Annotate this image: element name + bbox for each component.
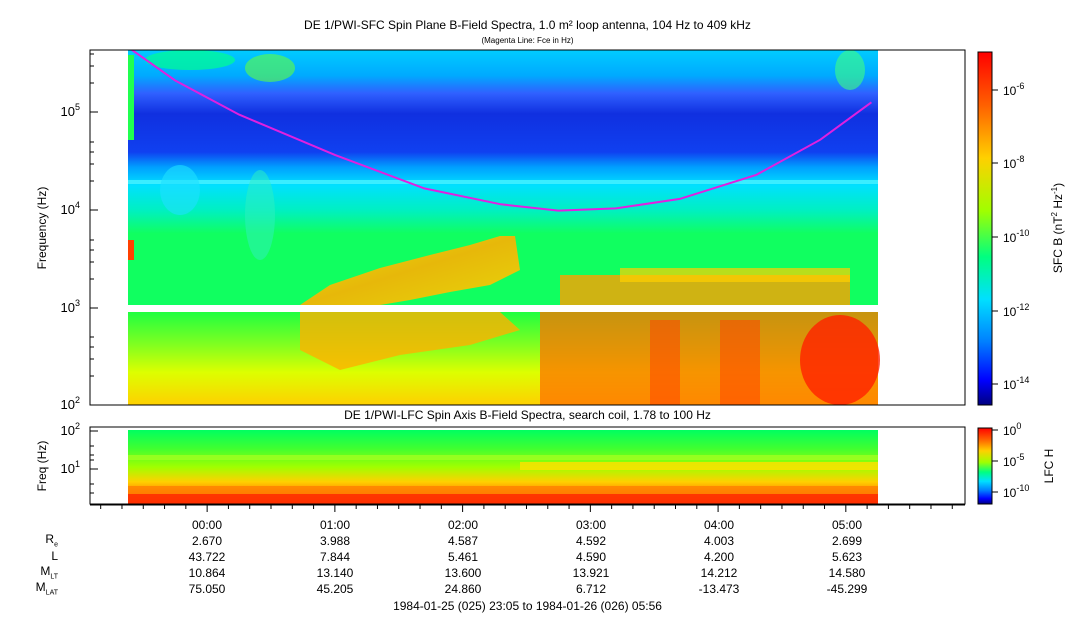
sfc-colorbar-tick: 10-14 (1003, 375, 1029, 392)
re-value: 4.587 (447, 534, 479, 548)
bottom-ytick-label: 101 (61, 459, 80, 476)
row-label-l: L (51, 549, 58, 563)
re-value: 2.699 (831, 534, 863, 548)
top-panel-title: DE 1/PWI-SFC Spin Plane B-Field Spectra,… (304, 18, 751, 32)
date-range: 1984-01-25 (025) 23:05 to 1984-01-26 (02… (393, 599, 662, 613)
mlat-value: 75.050 (188, 582, 226, 596)
mlt-value: 10.864 (188, 566, 226, 580)
lfc-colorbar-tick: 100 (1003, 421, 1021, 438)
mlat-value: 24.860 (444, 582, 482, 596)
top-ylabel: Frequency (Hz) (35, 187, 49, 270)
re-value: 2.670 (191, 534, 223, 548)
time-label: 04:00 (703, 518, 735, 532)
lfc-spectrogram-image (128, 430, 878, 504)
sfc-colorbar-tick: 10-6 (1003, 81, 1024, 98)
top-ytick-label: 102 (61, 395, 80, 412)
mlt-value: 14.212 (700, 566, 738, 580)
mlat-value: 6.712 (575, 582, 607, 596)
mlt-value: 13.140 (316, 566, 354, 580)
time-label: 01:00 (319, 518, 351, 532)
row-label-mlat: MLAT (35, 580, 58, 597)
sfc-colorbar-tick: 10-12 (1003, 302, 1029, 319)
lfc-colorbar-tick: 10-5 (1003, 452, 1024, 469)
lfc-colorbar (977, 427, 993, 505)
sfc-colorbar-tick: 10-10 (1003, 228, 1029, 245)
mlt-value: 14.580 (828, 566, 866, 580)
fce-line (130, 50, 872, 212)
l-value: 5.461 (447, 550, 479, 564)
time-label-row: 00:00 01:00 02:00 03:00 04:00 05:00 (0, 518, 1083, 534)
time-label: 03:00 (575, 518, 607, 532)
sfc-colorbar-tick: 10-8 (1003, 154, 1024, 171)
mlat-value: -45.299 (826, 582, 868, 596)
lfc-colorbar-label: LFC H (1042, 449, 1056, 484)
re-value: 3.988 (319, 534, 351, 548)
top-ytick-label: 105 (61, 102, 80, 119)
top-panel-subtitle: (Magenta Line: Fce in Hz) (481, 36, 574, 45)
bottom-panel-title: DE 1/PWI-LFC Spin Axis B-Field Spectra, … (344, 408, 711, 422)
bottom-ylabel: Freq (Hz) (35, 441, 49, 492)
top-y-ticks (90, 111, 98, 406)
l-value: 5.623 (831, 550, 863, 564)
mlt-value: 13.600 (444, 566, 482, 580)
time-label: 02:00 (447, 518, 479, 532)
bottom-ytick-label: 102 (61, 421, 80, 438)
re-value: 4.003 (703, 534, 735, 548)
sfc-colorbar (977, 51, 993, 406)
l-value: 7.844 (319, 550, 351, 564)
row-label-mlt: MLT (40, 564, 58, 581)
l-value: 4.590 (575, 550, 607, 564)
lfc-colorbar-tick: 10-10 (1003, 483, 1029, 500)
row-label-re: Re (45, 532, 58, 549)
mlat-value: -13.473 (698, 582, 740, 596)
time-label: 05:00 (831, 518, 863, 532)
mlat-value: 45.205 (316, 582, 354, 596)
l-value: 4.200 (703, 550, 735, 564)
top-ytick-label: 103 (61, 298, 80, 315)
sfc-colorbar-label: SFC B (nT2 Hz-1) (1050, 183, 1065, 273)
mlt-value: 13.921 (572, 566, 610, 580)
sfc-spectrogram-image (90, 50, 965, 405)
l-value: 43.722 (188, 550, 226, 564)
time-label: 00:00 (191, 518, 223, 532)
re-value: 4.592 (575, 534, 607, 548)
top-ytick-label: 104 (61, 200, 80, 217)
